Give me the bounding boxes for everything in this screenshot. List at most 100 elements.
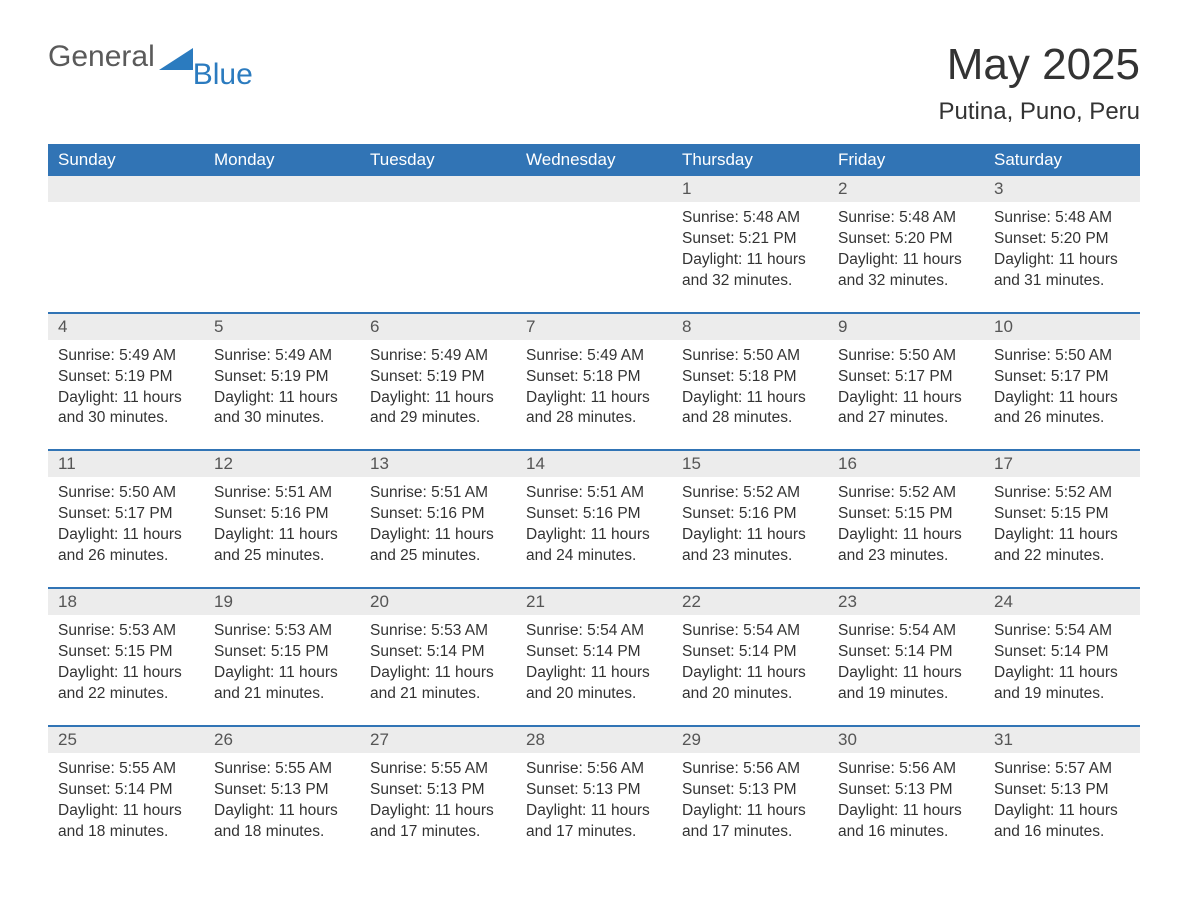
day-cell: 27Sunrise: 5:55 AMSunset: 5:13 PMDayligh… xyxy=(360,727,516,863)
daylight-text: Daylight: 11 hours and 16 minutes. xyxy=(994,801,1130,843)
sunrise-text: Sunrise: 5:50 AM xyxy=(682,346,818,367)
day-number: 4 xyxy=(48,314,204,340)
weeks-container: ....1Sunrise: 5:48 AMSunset: 5:21 PMDayl… xyxy=(48,176,1140,862)
day-details: Sunrise: 5:56 AMSunset: 5:13 PMDaylight:… xyxy=(672,753,828,843)
week-row: 4Sunrise: 5:49 AMSunset: 5:19 PMDaylight… xyxy=(48,312,1140,450)
daylight-text: Daylight: 11 hours and 32 minutes. xyxy=(838,250,974,292)
sunset-text: Sunset: 5:15 PM xyxy=(838,504,974,525)
sunset-text: Sunset: 5:16 PM xyxy=(370,504,506,525)
day-cell: 17Sunrise: 5:52 AMSunset: 5:15 PMDayligh… xyxy=(984,451,1140,587)
day-cell: 2Sunrise: 5:48 AMSunset: 5:20 PMDaylight… xyxy=(828,176,984,312)
weekday-header: Saturday xyxy=(984,144,1140,176)
sunset-text: Sunset: 5:14 PM xyxy=(370,642,506,663)
day-number: 19 xyxy=(204,589,360,615)
day-details: Sunrise: 5:56 AMSunset: 5:13 PMDaylight:… xyxy=(516,753,672,843)
day-cell: 19Sunrise: 5:53 AMSunset: 5:15 PMDayligh… xyxy=(204,589,360,725)
day-cell: 26Sunrise: 5:55 AMSunset: 5:13 PMDayligh… xyxy=(204,727,360,863)
day-cell: 22Sunrise: 5:54 AMSunset: 5:14 PMDayligh… xyxy=(672,589,828,725)
daylight-text: Daylight: 11 hours and 23 minutes. xyxy=(838,525,974,567)
logo-text-general: General xyxy=(48,40,155,74)
sunset-text: Sunset: 5:13 PM xyxy=(214,780,350,801)
sunrise-text: Sunrise: 5:52 AM xyxy=(838,483,974,504)
day-cell: 4Sunrise: 5:49 AMSunset: 5:19 PMDaylight… xyxy=(48,314,204,450)
day-details: Sunrise: 5:54 AMSunset: 5:14 PMDaylight:… xyxy=(516,615,672,705)
day-number: 6 xyxy=(360,314,516,340)
day-cell: . xyxy=(360,176,516,312)
day-details: Sunrise: 5:55 AMSunset: 5:14 PMDaylight:… xyxy=(48,753,204,843)
sunrise-text: Sunrise: 5:55 AM xyxy=(214,759,350,780)
daylight-text: Daylight: 11 hours and 20 minutes. xyxy=(526,663,662,705)
week-row: ....1Sunrise: 5:48 AMSunset: 5:21 PMDayl… xyxy=(48,176,1140,312)
day-cell: 16 Sunrise: 5:52 AMSunset: 5:15 PMDayligh… xyxy=(828,451,984,587)
day-cell: . xyxy=(48,176,204,312)
day-details: Sunrise: 5:50 AMSunset: 5:17 PMDaylight:… xyxy=(828,340,984,430)
daylight-text: Daylight: 11 hours and 16 minutes. xyxy=(838,801,974,843)
sunset-text: Sunset: 5:18 PM xyxy=(682,367,818,388)
weekday-header: Thursday xyxy=(672,144,828,176)
day-details: Sunrise: 5:50 AMSunset: 5:17 PMDaylight:… xyxy=(984,340,1140,430)
day-details: Sunrise: 5:51 AMSunset: 5:16 PMDaylight:… xyxy=(204,477,360,567)
daylight-text: Daylight: 11 hours and 30 minutes. xyxy=(58,388,194,430)
day-details: Sunrise: 5:50 AMSunset: 5:17 PMDaylight:… xyxy=(48,477,204,567)
sunrise-text: Sunrise: 5:50 AM xyxy=(838,346,974,367)
day-cell: 14Sunrise: 5:51 AMSunset: 5:16 PMDayligh… xyxy=(516,451,672,587)
daylight-text: Daylight: 11 hours and 21 minutes. xyxy=(214,663,350,705)
day-number: 30 xyxy=(828,727,984,753)
sunset-text: Sunset: 5:20 PM xyxy=(994,229,1130,250)
sunrise-text: Sunrise: 5:51 AM xyxy=(526,483,662,504)
day-details: Sunrise: 5:52 AMSunset: 5:15 PMDaylight:… xyxy=(984,477,1140,567)
day-number: 23 xyxy=(828,589,984,615)
day-cell: 8Sunrise: 5:50 AMSunset: 5:18 PMDaylight… xyxy=(672,314,828,450)
day-cell: 10Sunrise: 5:50 AMSunset: 5:17 PMDayligh… xyxy=(984,314,1140,450)
day-details: Sunrise: 5:55 AMSunset: 5:13 PMDaylight:… xyxy=(360,753,516,843)
day-cell: 23Sunrise: 5:54 AMSunset: 5:14 PMDayligh… xyxy=(828,589,984,725)
day-number: 16 xyxy=(828,451,984,477)
day-number: 18 xyxy=(48,589,204,615)
sunrise-text: Sunrise: 5:55 AM xyxy=(370,759,506,780)
day-details: Sunrise: 5:53 AMSunset: 5:15 PMDaylight:… xyxy=(204,615,360,705)
sunset-text: Sunset: 5:19 PM xyxy=(214,367,350,388)
sunrise-text: Sunrise: 5:49 AM xyxy=(58,346,194,367)
day-cell: 9Sunrise: 5:50 AMSunset: 5:17 PMDaylight… xyxy=(828,314,984,450)
day-cell: 6Sunrise: 5:49 AMSunset: 5:19 PMDaylight… xyxy=(360,314,516,450)
sunrise-text: Sunrise: 5:56 AM xyxy=(526,759,662,780)
daylight-text: Daylight: 11 hours and 26 minutes. xyxy=(994,388,1130,430)
logo-text-blue: Blue xyxy=(193,58,253,92)
day-cell: 18Sunrise: 5:53 AMSunset: 5:15 PMDayligh… xyxy=(48,589,204,725)
sunrise-text: Sunrise: 5:48 AM xyxy=(994,208,1130,229)
sunrise-text: Sunrise: 5:53 AM xyxy=(58,621,194,642)
day-details: Sunrise: 5:55 AMSunset: 5:13 PMDaylight:… xyxy=(204,753,360,843)
daylight-text: Daylight: 11 hours and 18 minutes. xyxy=(214,801,350,843)
day-details: Sunrise: 5:50 AMSunset: 5:18 PMDaylight:… xyxy=(672,340,828,430)
logo: General Blue xyxy=(48,40,253,92)
daylight-text: Daylight: 11 hours and 30 minutes. xyxy=(214,388,350,430)
sunrise-text: Sunrise: 5:54 AM xyxy=(838,621,974,642)
day-cell: 1Sunrise: 5:48 AMSunset: 5:21 PMDaylight… xyxy=(672,176,828,312)
day-cell: 5Sunrise: 5:49 AMSunset: 5:19 PMDaylight… xyxy=(204,314,360,450)
day-number: 12 xyxy=(204,451,360,477)
daylight-text: Daylight: 11 hours and 17 minutes. xyxy=(370,801,506,843)
sunrise-text: Sunrise: 5:55 AM xyxy=(58,759,194,780)
sunrise-text: Sunrise: 5:49 AM xyxy=(370,346,506,367)
sunset-text: Sunset: 5:21 PM xyxy=(682,229,818,250)
day-number: 24 xyxy=(984,589,1140,615)
day-details: Sunrise: 5:53 AMSunset: 5:15 PMDaylight:… xyxy=(48,615,204,705)
day-number: 10 xyxy=(984,314,1140,340)
day-cell: 12Sunrise: 5:51 AMSunset: 5:16 PMDayligh… xyxy=(204,451,360,587)
day-cell: 13Sunrise: 5:51 AMSunset: 5:16 PMDayligh… xyxy=(360,451,516,587)
sunset-text: Sunset: 5:16 PM xyxy=(526,504,662,525)
sunset-text: Sunset: 5:14 PM xyxy=(58,780,194,801)
sunrise-text: Sunrise: 5:50 AM xyxy=(994,346,1130,367)
daylight-text: Daylight: 11 hours and 27 minutes. xyxy=(838,388,974,430)
sunset-text: Sunset: 5:15 PM xyxy=(58,642,194,663)
daylight-text: Daylight: 11 hours and 24 minutes. xyxy=(526,525,662,567)
day-cell: 11Sunrise: 5:50 AMSunset: 5:17 PMDayligh… xyxy=(48,451,204,587)
title-month: May 2025 xyxy=(939,40,1140,90)
daylight-text: Daylight: 11 hours and 19 minutes. xyxy=(838,663,974,705)
sunrise-text: Sunrise: 5:54 AM xyxy=(682,621,818,642)
day-details: Sunrise: 5:51 AMSunset: 5:16 PMDaylight:… xyxy=(516,477,672,567)
sunset-text: Sunset: 5:17 PM xyxy=(994,367,1130,388)
week-row: 18Sunrise: 5:53 AMSunset: 5:15 PMDayligh… xyxy=(48,587,1140,725)
day-number: 28 xyxy=(516,727,672,753)
sunrise-text: Sunrise: 5:53 AM xyxy=(214,621,350,642)
